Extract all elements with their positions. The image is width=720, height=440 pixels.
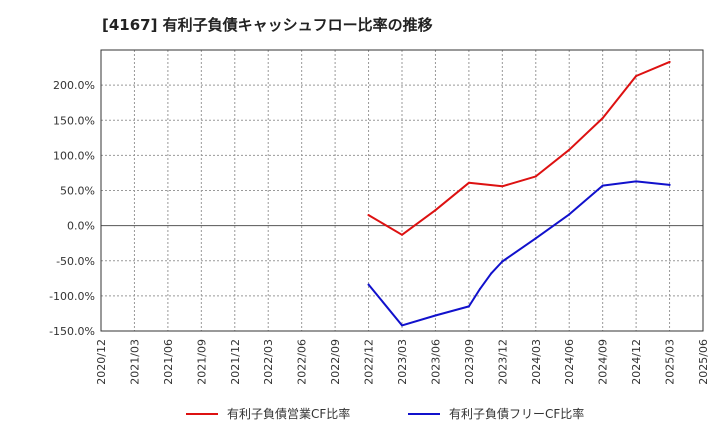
data-point-0 <box>534 175 537 178</box>
data-point-1 <box>434 314 437 317</box>
series-line-0 <box>367 60 671 236</box>
series-line-1 <box>367 180 671 327</box>
legend: 有利子負債営業CF比率 有利子負債フリーCF比率 <box>186 406 584 421</box>
x-tick-label: 2022/12 <box>363 339 376 385</box>
y-tick-label: 100.0% <box>53 149 95 162</box>
data-point-1 <box>668 183 671 186</box>
y-tick-label: 150.0% <box>53 114 95 127</box>
x-tick-label: 2023/06 <box>429 339 442 385</box>
data-point-1 <box>367 283 370 286</box>
data-point-1 <box>568 213 571 216</box>
x-tick-label: 2024/06 <box>563 339 576 385</box>
data-point-1 <box>490 272 493 275</box>
y-tick-label: -100.0% <box>49 290 95 303</box>
y-tick-label: -150.0% <box>49 325 95 338</box>
data-point-0 <box>601 117 604 120</box>
x-tick-label: 2022/06 <box>296 339 309 385</box>
x-tick-label: 2024/03 <box>530 339 543 385</box>
data-point-1 <box>401 324 403 327</box>
x-tick-label: 2020/12 <box>95 339 108 385</box>
data-point-1 <box>479 287 482 290</box>
plot-frame <box>100 49 704 332</box>
x-tick-label: 2021/12 <box>229 339 242 385</box>
x-tick-label: 2022/09 <box>329 339 342 385</box>
x-tick-label: 2023/09 <box>463 339 476 385</box>
x-tick-label: 2023/03 <box>396 339 409 385</box>
y-tick-label: 0.0% <box>67 220 95 233</box>
x-tick-label: 2021/03 <box>128 339 141 385</box>
data-point-1 <box>635 180 638 183</box>
grid-layer <box>100 50 704 332</box>
data-point-0 <box>434 209 437 212</box>
y-axis-ticks: -150.0% -100.0% -50.0% 0.0% 50.0% 100.0% 150.0… <box>49 79 95 338</box>
y-tick-label: 50.0% <box>60 185 95 198</box>
y-tick-label: 200.0% <box>53 79 95 92</box>
x-tick-label: 2024/09 <box>597 339 610 385</box>
data-point-1 <box>534 237 537 240</box>
x-tick-label: 2025/03 <box>664 339 677 385</box>
chart-title: [4167] 有利子負債キャッシュフロー比率の推移 <box>102 16 433 34</box>
data-point-0 <box>401 233 403 236</box>
data-point-1 <box>601 184 604 187</box>
data-point-0 <box>467 181 470 184</box>
x-tick-label: 2025/06 <box>697 339 710 385</box>
x-tick-label: 2024/12 <box>630 339 643 385</box>
x-tick-label: 2023/12 <box>496 339 509 385</box>
data-point-0 <box>568 148 571 151</box>
legend-label-1: 有利子負債フリーCF比率 <box>449 406 584 421</box>
x-axis-ticks: 2020/12 2021/03 2021/06 2021/09 2021/12 2022/… <box>95 339 710 385</box>
data-point-1 <box>501 260 504 263</box>
y-tick-label: -50.0% <box>56 255 95 268</box>
data-point-0 <box>367 214 370 217</box>
data-point-1 <box>467 305 470 308</box>
legend-label-0: 有利子負債営業CF比率 <box>227 406 350 421</box>
data-point-0 <box>635 74 638 77</box>
data-point-0 <box>668 60 671 63</box>
series-layer <box>367 60 671 327</box>
data-point-0 <box>501 185 504 188</box>
x-tick-label: 2022/03 <box>262 339 275 385</box>
x-tick-label: 2021/06 <box>162 339 175 385</box>
x-tick-label: 2021/09 <box>195 339 208 385</box>
